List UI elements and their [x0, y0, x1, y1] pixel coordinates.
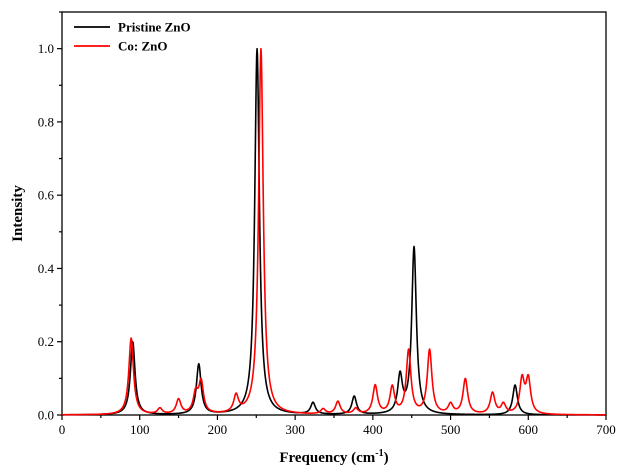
series-line-pristine-zno [61, 47, 607, 416]
x-axis-title-main: Frequency (cm [279, 450, 375, 466]
x-tick-label: 400 [363, 422, 383, 437]
legend-label: Pristine ZnO [118, 20, 191, 35]
y-tick-label: 0.4 [38, 261, 55, 276]
x-axis-title-suffix: ) [384, 450, 389, 466]
y-tick-label: 0.0 [38, 408, 54, 423]
series-layer [61, 47, 607, 416]
ticks-layer: 0 100 200 300 400 500 600 700 0.0 0.2 0.4 0.6 0.8 1.0 [38, 11, 616, 437]
legend-label: Co: ZnO [118, 39, 167, 54]
x-tick-label: 100 [130, 422, 150, 437]
x-tick-label: 700 [596, 422, 616, 437]
x-axis-title-superscript: -1 [375, 448, 383, 459]
y-axis-title: Intensity [10, 185, 26, 242]
plot-frame [61, 11, 607, 416]
x-tick-label: 600 [519, 422, 539, 437]
x-axis-title: Frequency (cm-1) [279, 448, 388, 466]
x-tick-label: 0 [59, 422, 66, 437]
x-tick-label: 500 [441, 422, 461, 437]
y-tick-label: 1.0 [38, 41, 54, 56]
legend: Pristine ZnO Co: ZnO [74, 20, 191, 54]
y-tick-label: 0.6 [38, 188, 55, 203]
x-tick-label: 200 [208, 422, 228, 437]
y-tick-label: 0.2 [38, 334, 54, 349]
series-line-co-zno [61, 47, 607, 416]
plot-border [61, 11, 607, 416]
x-tick-label: 300 [285, 422, 305, 437]
y-tick-label: 0.8 [38, 114, 54, 129]
